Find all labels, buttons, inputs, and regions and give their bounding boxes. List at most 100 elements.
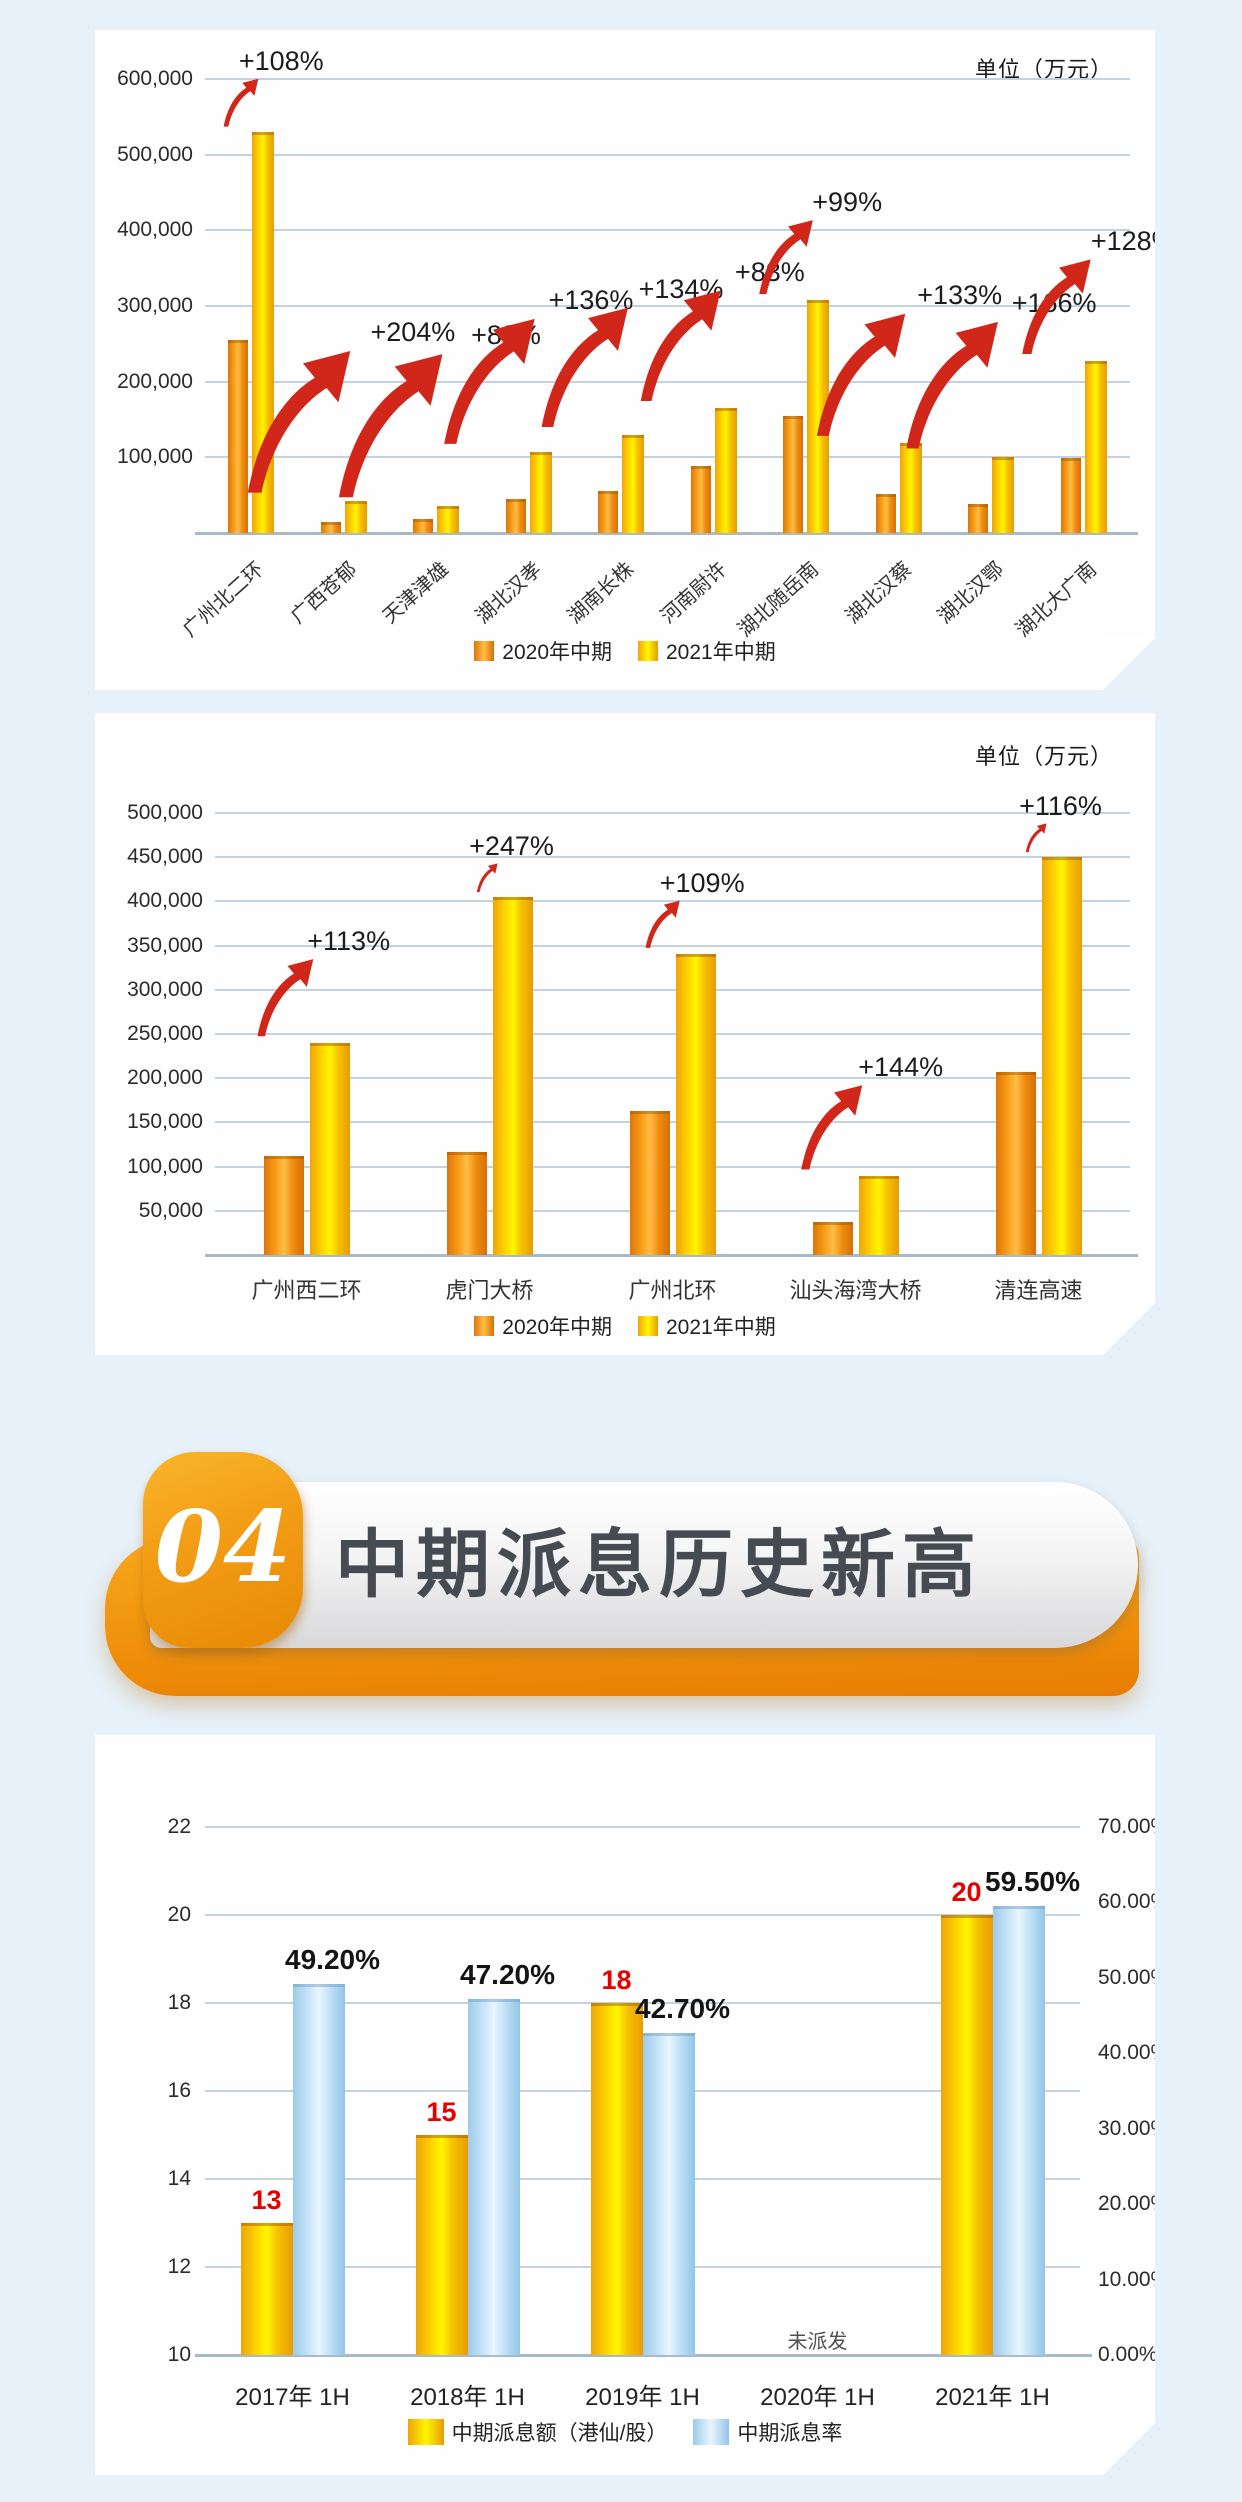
gridline: [205, 154, 1130, 156]
gridline: [215, 1166, 1130, 1168]
bar-2021: [992, 457, 1014, 533]
y-tick-label: 400,000: [117, 218, 193, 242]
section-number: 04: [154, 1490, 292, 1605]
y-tick-label: 500,000: [127, 801, 203, 824]
right-axis-tick-label: 20.00%: [1098, 2192, 1170, 2216]
growth-arrow-icon: [219, 78, 259, 128]
bar-2021: [493, 897, 533, 1255]
y-tick-label: 600,000: [117, 67, 193, 90]
gridline: [205, 229, 1130, 231]
legend-swatch-2020: [474, 1316, 494, 1336]
gridline: [205, 78, 1130, 80]
left-axis-tick-label: 10: [167, 2343, 191, 2366]
bar-2021: [807, 300, 829, 533]
bar-2020: [506, 499, 526, 533]
ratio-value-label: 42.70%: [635, 1992, 730, 2024]
legend-swatch-ratio: [693, 2419, 729, 2445]
y-tick-label: 150,000: [127, 1110, 203, 1134]
gridline: [215, 1077, 1130, 1079]
x-axis-line: [205, 1254, 1138, 1257]
gridline: [215, 1121, 1130, 1123]
growth-arrow-icon: [432, 317, 536, 448]
chart-legend: 2020年中期 2021年中期: [95, 636, 1155, 666]
right-axis-tick-label: 0.00%: [1098, 2343, 1158, 2366]
gridline: [215, 900, 1130, 902]
y-tick-label: 200,000: [117, 369, 193, 393]
gridline: [205, 1914, 1080, 1916]
growth-arrow: [752, 219, 814, 296]
growth-arrow-icon: [234, 349, 352, 497]
x-axis-label: 2017年 1H: [235, 2384, 350, 2411]
growth-label: +144%: [858, 1052, 944, 1083]
bar-2020: [447, 1152, 487, 1255]
growth-arrow-icon: [793, 1084, 863, 1172]
bar-2020: [321, 522, 341, 533]
growth-arrow: [630, 289, 722, 404]
y-tick-label: 400,000: [127, 889, 203, 913]
chart-legend: 2020年中期 2021年中期: [95, 1311, 1155, 1341]
growth-label: +113%: [307, 926, 391, 957]
legend-label: 2021年中期: [666, 641, 776, 664]
dividend-value-label: 20: [951, 1877, 982, 1907]
y-tick-label: 500,000: [117, 142, 193, 166]
growth-arrow-icon: [325, 352, 444, 501]
y-tick-label: 300,000: [127, 977, 203, 1001]
x-axis-label: 广州北环: [628, 1278, 717, 1303]
bar-2021: [622, 435, 644, 533]
bar-2020: [783, 416, 803, 533]
legend-item: 2021年中期: [638, 1311, 776, 1341]
legend-swatch-2021: [638, 1316, 658, 1336]
y-tick-label: 100,000: [117, 445, 193, 469]
ratio-bar: [293, 1984, 345, 2355]
unit-label: 单位（万元）: [974, 57, 1113, 82]
ratio-bar: [993, 1906, 1045, 2355]
growth-label: +204%: [370, 317, 456, 348]
growth-arrow-icon: [1023, 823, 1047, 853]
growth-arrow: [474, 863, 498, 893]
bar-2021: [437, 506, 459, 533]
bar-2021: [530, 452, 552, 533]
bar-2020: [1061, 458, 1081, 533]
section-header-banner: 04 中期派息历史新高: [95, 1450, 1155, 1702]
gridline: [215, 1033, 1130, 1035]
growth-arrow: [805, 312, 907, 439]
growth-arrow: [250, 958, 314, 1038]
bar-2021: [859, 1176, 899, 1255]
folded-corner: [1103, 2423, 1155, 2475]
dividend-chart: 22 20 18 16 14 12 10 70.00% 60.00% 50.00% 40.00% 30…: [95, 1735, 1155, 2475]
banner-ribbon: [150, 1482, 1138, 1648]
y-tick-label: 450,000: [127, 845, 203, 869]
growth-arrow-icon: [1013, 258, 1092, 357]
chart-legend: 中期派息额（港仙/股） 中期派息率: [95, 2417, 1155, 2447]
growth-arrow: [793, 1084, 863, 1172]
bar-2020: [813, 1222, 853, 1255]
growth-arrow-icon: [630, 289, 722, 404]
x-axis-label: 清连高速: [994, 1278, 1083, 1303]
growth-arrow: [641, 900, 680, 949]
bar-2020: [264, 1156, 304, 1255]
x-axis-label: 广州西二环: [251, 1278, 362, 1303]
right-axis-tick-label: 60.00%: [1098, 1890, 1170, 1914]
ratio-value-label: 59.50%: [985, 1866, 1080, 1898]
y-tick-label: 100,000: [127, 1154, 203, 1178]
ratio-value-label: 49.20%: [285, 1943, 380, 1975]
gridline: [215, 1210, 1130, 1212]
growth-label: +109%: [659, 868, 745, 899]
legend-label: 2020年中期: [502, 641, 612, 664]
right-axis-tick-label: 70.00%: [1098, 1815, 1170, 1838]
toll-revenue-chart-card-2: 单位（万元） 500,000 450,000 400,000 350,000 300,0…: [95, 713, 1155, 1355]
dividend-value-label: 13: [251, 2185, 282, 2215]
dividend-value-label: 18: [601, 1965, 632, 1995]
legend-item: 2021年中期: [638, 636, 776, 666]
growth-label: +247%: [469, 830, 554, 861]
gridline: [215, 945, 1130, 947]
bar-2021: [900, 443, 922, 533]
bar-2020: [630, 1111, 670, 1255]
legend-label: 中期派息率: [737, 2422, 843, 2445]
folded-corner: [1103, 1303, 1155, 1355]
gridline: [215, 812, 1130, 814]
ratio-bar: [643, 2033, 695, 2355]
growth-arrow: [234, 349, 352, 497]
gridline: [205, 456, 1130, 458]
growth-arrow: [530, 306, 630, 430]
